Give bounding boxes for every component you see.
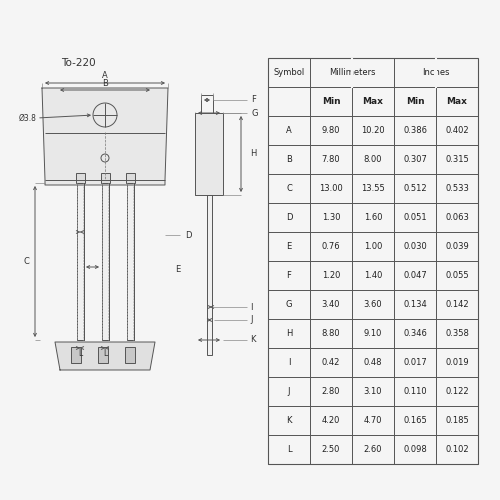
Bar bbox=[98, 347, 108, 363]
Text: 0.019: 0.019 bbox=[445, 358, 469, 367]
Text: 13.00: 13.00 bbox=[319, 184, 343, 193]
Text: 0.165: 0.165 bbox=[403, 416, 427, 425]
Text: 2.50: 2.50 bbox=[322, 445, 340, 454]
Text: Inches: Inches bbox=[422, 68, 450, 77]
Text: 0.346: 0.346 bbox=[403, 329, 427, 338]
Text: 0.512: 0.512 bbox=[403, 184, 427, 193]
Text: 9.10: 9.10 bbox=[364, 329, 382, 338]
Text: 0.055: 0.055 bbox=[445, 271, 469, 280]
Text: 0.039: 0.039 bbox=[445, 242, 469, 251]
Text: F: F bbox=[251, 96, 256, 104]
Text: 8.80: 8.80 bbox=[322, 329, 340, 338]
Text: K: K bbox=[250, 336, 256, 344]
Text: 3.10: 3.10 bbox=[364, 387, 382, 396]
Text: 4.70: 4.70 bbox=[364, 416, 382, 425]
Text: L: L bbox=[103, 350, 107, 358]
Text: 8.00: 8.00 bbox=[364, 155, 382, 164]
Text: A: A bbox=[102, 72, 108, 80]
Bar bbox=[125, 347, 135, 363]
Text: 9.80: 9.80 bbox=[322, 126, 340, 135]
Text: 0.047: 0.047 bbox=[403, 271, 427, 280]
Text: K: K bbox=[286, 416, 292, 425]
Bar bbox=[77, 183, 84, 340]
Text: 0.110: 0.110 bbox=[403, 387, 427, 396]
Bar bbox=[126, 173, 135, 183]
Text: 3.60: 3.60 bbox=[364, 300, 382, 309]
Text: 7.80: 7.80 bbox=[322, 155, 340, 164]
Text: 1.30: 1.30 bbox=[322, 213, 340, 222]
Text: 0.122: 0.122 bbox=[445, 387, 469, 396]
Text: G: G bbox=[286, 300, 292, 309]
Text: G: G bbox=[251, 108, 258, 118]
Bar bbox=[102, 183, 109, 340]
Text: I: I bbox=[288, 358, 290, 367]
Text: 0.185: 0.185 bbox=[445, 416, 469, 425]
Polygon shape bbox=[42, 88, 168, 185]
Text: 0.386: 0.386 bbox=[403, 126, 427, 135]
Text: 0.48: 0.48 bbox=[364, 358, 382, 367]
Text: E: E bbox=[286, 242, 292, 251]
Bar bbox=[101, 173, 110, 183]
Text: 1.60: 1.60 bbox=[364, 213, 382, 222]
Bar bbox=[127, 183, 134, 340]
Bar bbox=[127, 183, 134, 340]
Text: Millimeters: Millimeters bbox=[329, 68, 375, 77]
Text: 0.142: 0.142 bbox=[445, 300, 469, 309]
Text: 2.60: 2.60 bbox=[364, 445, 382, 454]
Text: Max: Max bbox=[446, 97, 468, 106]
Text: D: D bbox=[185, 230, 192, 239]
Text: C: C bbox=[286, 184, 292, 193]
Text: 0.030: 0.030 bbox=[403, 242, 427, 251]
Bar bbox=[102, 183, 109, 340]
Text: H: H bbox=[250, 150, 256, 158]
Text: 0.358: 0.358 bbox=[445, 329, 469, 338]
Text: 1.00: 1.00 bbox=[364, 242, 382, 251]
Text: 1.40: 1.40 bbox=[364, 271, 382, 280]
Text: To-220: To-220 bbox=[60, 58, 96, 68]
Text: 0.42: 0.42 bbox=[322, 358, 340, 367]
Text: 0.533: 0.533 bbox=[445, 184, 469, 193]
Text: C: C bbox=[23, 257, 29, 266]
Text: H: H bbox=[286, 329, 292, 338]
Polygon shape bbox=[195, 113, 223, 195]
Bar bbox=[71, 347, 81, 363]
Text: 0.102: 0.102 bbox=[445, 445, 469, 454]
Text: 0.402: 0.402 bbox=[445, 126, 469, 135]
Text: J: J bbox=[288, 387, 290, 396]
Text: B: B bbox=[102, 78, 108, 88]
Bar bbox=[76, 173, 85, 183]
Text: Symbol: Symbol bbox=[274, 68, 304, 77]
Text: 0.051: 0.051 bbox=[403, 213, 427, 222]
Text: 0.315: 0.315 bbox=[445, 155, 469, 164]
Text: F: F bbox=[286, 271, 292, 280]
Text: 2.80: 2.80 bbox=[322, 387, 340, 396]
Text: 0.098: 0.098 bbox=[403, 445, 427, 454]
Text: J: J bbox=[250, 316, 252, 324]
Text: E: E bbox=[175, 266, 180, 274]
Text: 1.20: 1.20 bbox=[322, 271, 340, 280]
Text: A: A bbox=[286, 126, 292, 135]
Text: Min: Min bbox=[406, 97, 424, 106]
Text: 0.76: 0.76 bbox=[322, 242, 340, 251]
Text: 0.063: 0.063 bbox=[445, 213, 469, 222]
Bar bbox=[207, 195, 212, 355]
Text: I: I bbox=[250, 302, 252, 312]
Text: D: D bbox=[286, 213, 292, 222]
Text: Max: Max bbox=[362, 97, 384, 106]
Bar bbox=[268, 58, 478, 464]
Text: 10.20: 10.20 bbox=[361, 126, 385, 135]
Polygon shape bbox=[55, 342, 155, 370]
Text: 0.307: 0.307 bbox=[403, 155, 427, 164]
Text: 3.40: 3.40 bbox=[322, 300, 340, 309]
Text: L: L bbox=[78, 350, 82, 358]
Text: 13.55: 13.55 bbox=[361, 184, 385, 193]
Text: B: B bbox=[286, 155, 292, 164]
Text: Ø3.8: Ø3.8 bbox=[19, 114, 37, 122]
Text: 0.017: 0.017 bbox=[403, 358, 427, 367]
Bar bbox=[77, 183, 84, 340]
Text: 4.20: 4.20 bbox=[322, 416, 340, 425]
Text: L: L bbox=[286, 445, 292, 454]
Text: 0.134: 0.134 bbox=[403, 300, 427, 309]
Text: Min: Min bbox=[322, 97, 340, 106]
